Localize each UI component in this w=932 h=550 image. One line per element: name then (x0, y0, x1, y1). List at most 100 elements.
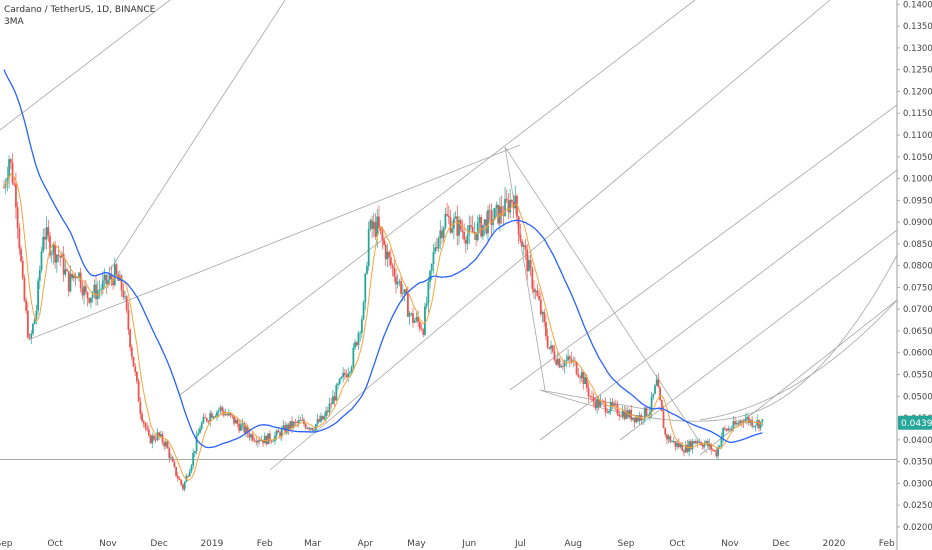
candle-body (533, 288, 535, 293)
candle-body (596, 399, 598, 409)
time-tick-label: Jun (461, 539, 476, 549)
candle-body (239, 424, 242, 431)
indicator-name: 3MA (4, 17, 24, 27)
candle-body (350, 367, 353, 373)
candle-body (611, 402, 614, 406)
channel-line[interactable] (109, 0, 286, 271)
candle-body (320, 415, 322, 422)
candle-body (50, 254, 53, 256)
candle-body (575, 361, 578, 375)
candle-body (54, 244, 57, 263)
channel-line[interactable] (539, 169, 898, 441)
candle-body (376, 216, 379, 237)
candle-body (756, 420, 759, 426)
candle-body (40, 251, 43, 271)
candle-body (556, 358, 559, 365)
channel-line[interactable] (179, 0, 696, 396)
candle-body (502, 215, 505, 217)
candle-body (739, 420, 742, 424)
candle-body (6, 178, 9, 184)
candle-body (614, 404, 617, 405)
candle-body (671, 441, 673, 443)
candle-body (437, 238, 440, 249)
candle-body (335, 384, 338, 401)
candle-body (197, 432, 200, 436)
channel-line[interactable] (0, 0, 171, 131)
candle-body (620, 415, 622, 417)
candle-body (37, 280, 39, 311)
candle-body (478, 216, 481, 223)
candle-body (579, 376, 581, 379)
channel-line[interactable] (699, 299, 898, 456)
candle-body (110, 274, 113, 279)
candle-body (71, 273, 74, 278)
candle-body (435, 247, 438, 249)
candle-body (713, 450, 716, 451)
candle-body (643, 407, 646, 420)
candle-body (691, 441, 694, 450)
candle-body (746, 417, 748, 420)
candle-body (526, 249, 529, 272)
candle-body (456, 216, 459, 236)
candle-body (277, 430, 280, 433)
candle-body (83, 286, 85, 296)
candle-body (16, 207, 19, 228)
candle-body (171, 457, 174, 462)
candle-body (645, 407, 648, 416)
candle-body (599, 400, 602, 407)
candle-body (703, 443, 706, 447)
candle-body (233, 416, 235, 424)
time-tick-label: 2019 (200, 539, 223, 549)
time-tick-label: Mar (304, 539, 321, 549)
candle-body (44, 236, 46, 240)
candle-body (424, 306, 426, 335)
candle-body (285, 424, 288, 433)
time-axis-labels: Sep Oct Nov Dec 2019 Feb Mar Apr May Jun Jul Aug Sep… (0, 539, 895, 549)
candle-body (759, 421, 762, 429)
candle-body (420, 328, 423, 330)
trend-line-down[interactable] (504, 146, 708, 454)
candle-body (669, 436, 672, 442)
candle-body (618, 414, 621, 416)
candle-body (712, 449, 714, 451)
candle-body (321, 415, 324, 420)
candle-body (391, 264, 394, 268)
candle-body (187, 475, 189, 477)
channel-line[interactable] (27, 144, 521, 341)
candle-body (406, 293, 409, 317)
candle-body (294, 421, 297, 423)
candle-body (139, 401, 142, 414)
time-tick-label: Nov (99, 539, 117, 549)
candle-body (558, 358, 561, 368)
candle-body (388, 251, 391, 258)
candle-body (662, 411, 665, 429)
channel-line[interactable] (269, 0, 831, 471)
candle-body (422, 329, 425, 335)
candle-body (3, 187, 5, 189)
candle-body (580, 372, 583, 379)
candle-body (175, 466, 178, 476)
candle-body (349, 372, 351, 374)
trend-line-fan[interactable] (504, 146, 546, 391)
candle-body (400, 281, 402, 294)
candle-body (205, 418, 208, 422)
candle-body (531, 268, 534, 289)
candle-body (364, 273, 367, 303)
channel-line[interactable] (509, 104, 898, 391)
candle-body (243, 423, 246, 433)
candle-body (282, 425, 285, 429)
candle-body (202, 417, 205, 424)
candle-body (708, 443, 711, 447)
trend-line-base[interactable] (539, 389, 651, 411)
curve-line[interactable] (699, 299, 898, 421)
candle-body (527, 260, 530, 272)
candle-body (413, 320, 416, 323)
candle-body (76, 277, 79, 279)
candle-body (301, 419, 304, 421)
